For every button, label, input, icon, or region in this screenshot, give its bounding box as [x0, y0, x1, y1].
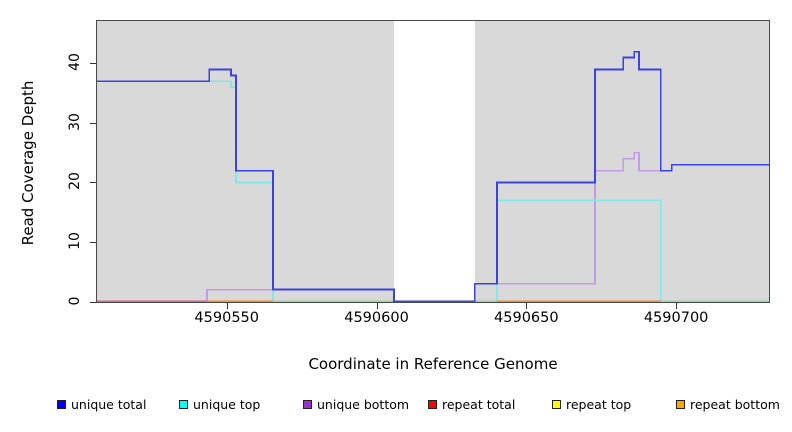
y-tick-mark [90, 241, 96, 243]
y-tick-label: 30 [67, 113, 83, 131]
plot-area [96, 20, 770, 303]
y-tick-mark [90, 122, 96, 124]
y-tick-label: 10 [67, 232, 83, 250]
legend-swatch-repeat-total [428, 400, 437, 409]
y-tick-label: 20 [67, 172, 83, 191]
legend-swatch-repeat-bottom [676, 400, 685, 409]
series-unique-bottom [97, 151, 769, 302]
x-tick-label: 4590700 [643, 310, 709, 326]
masked-region-band [393, 21, 475, 302]
y-tick-label: 40 [67, 53, 83, 72]
x-tick-mark [526, 303, 528, 309]
x-tick-label: 4590600 [344, 310, 409, 326]
y-axis-title: Read Coverage Depth [19, 80, 37, 246]
y-tick-label: 0 [67, 296, 83, 305]
x-tick-mark [376, 303, 378, 309]
y-tick-mark [90, 182, 96, 184]
legend-label-unique-total: unique total [71, 397, 147, 412]
series-unique-total [97, 50, 769, 302]
legend-swatch-unique-bottom [303, 400, 312, 409]
legend-label-unique-top: unique top [193, 397, 261, 412]
legend-swatch-repeat-top [552, 400, 561, 409]
legend-label-repeat-total: repeat total [442, 397, 516, 412]
y-tick-mark [90, 301, 96, 303]
legend-swatch-unique-total [57, 400, 66, 409]
coverage-lines [97, 50, 769, 302]
legend-swatch-unique-top [179, 400, 188, 409]
legend-label-repeat-bottom: repeat bottom [690, 397, 780, 412]
x-tick-mark [676, 303, 678, 309]
x-tick-label: 4590550 [194, 310, 260, 326]
legend-label-repeat-top: repeat top [566, 397, 632, 412]
series-unique-total-band-overlay [272, 282, 497, 302]
x-axis-title: Coordinate in Reference Genome [308, 355, 558, 373]
legend-label-unique-bottom: unique bottom [317, 397, 410, 412]
series-unique-top [97, 80, 769, 302]
x-tick-label: 4590650 [494, 310, 559, 326]
y-tick-mark [90, 63, 96, 65]
x-tick-mark [226, 303, 228, 309]
